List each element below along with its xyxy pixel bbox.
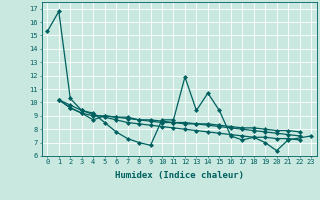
X-axis label: Humidex (Indice chaleur): Humidex (Indice chaleur): [115, 171, 244, 180]
